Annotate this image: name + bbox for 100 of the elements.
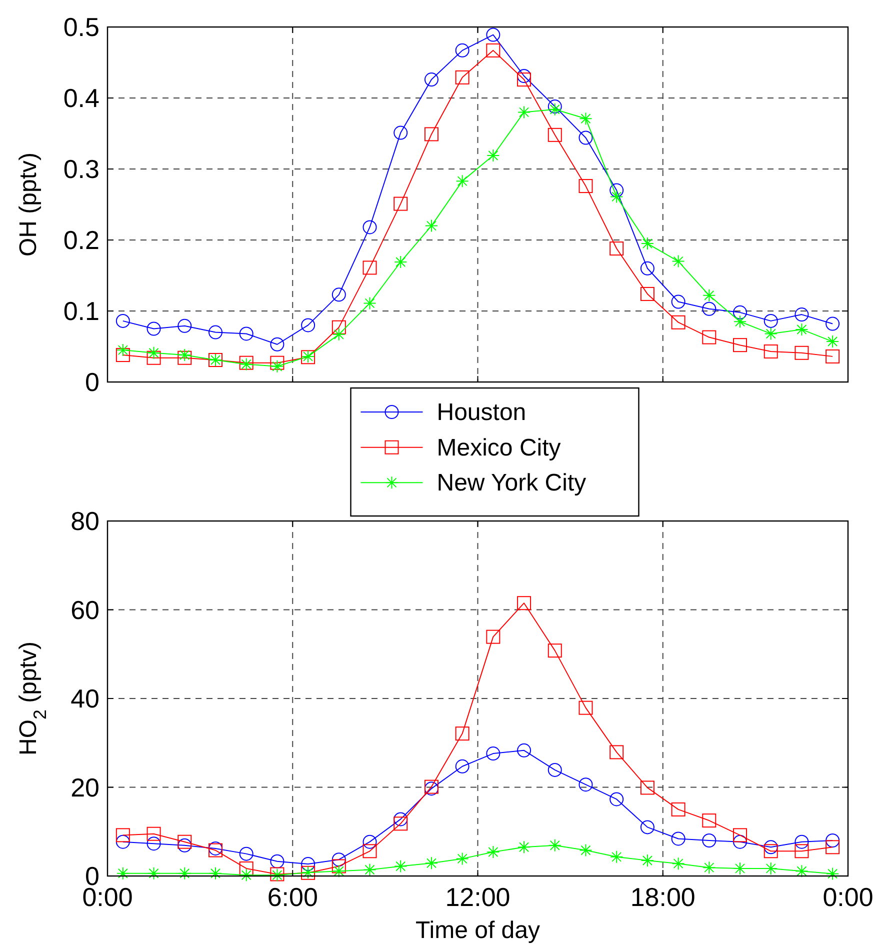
point (240, 868, 253, 882)
point (640, 780, 654, 795)
point (362, 220, 377, 234)
point (702, 861, 716, 874)
y-tick-label: 0.4 (63, 83, 100, 113)
point (332, 864, 346, 878)
point (671, 315, 686, 330)
point (456, 852, 469, 866)
point (332, 859, 346, 874)
point (424, 856, 438, 870)
point (208, 325, 222, 340)
point (116, 314, 130, 328)
legend-label: Houston (436, 399, 526, 426)
point (517, 72, 532, 87)
point (672, 254, 685, 268)
point (640, 261, 654, 276)
point (178, 866, 192, 880)
y-tick-label: 0.1 (63, 296, 100, 326)
point (394, 812, 408, 826)
point (424, 219, 438, 232)
point (270, 337, 284, 352)
point (610, 850, 624, 864)
point (610, 242, 624, 256)
point (764, 862, 778, 875)
point (394, 196, 408, 211)
point (517, 743, 532, 758)
point (146, 826, 161, 841)
y-tick-label: 40 (70, 684, 100, 714)
x-tick-label: 12:00 (445, 882, 510, 912)
point (301, 318, 316, 332)
point (702, 330, 716, 344)
point (826, 834, 840, 848)
point (578, 130, 593, 145)
point (116, 866, 130, 880)
point (764, 840, 778, 854)
point (178, 348, 192, 362)
y-tick-label: 0.2 (63, 225, 100, 255)
point (456, 174, 469, 188)
point (239, 846, 254, 861)
point (486, 28, 500, 42)
point (548, 102, 562, 116)
point (794, 346, 809, 360)
point (764, 344, 778, 358)
point (332, 320, 346, 334)
point (610, 190, 624, 204)
point (178, 838, 192, 852)
point (486, 149, 500, 162)
point (702, 834, 716, 848)
point (116, 834, 130, 849)
point (548, 128, 562, 142)
point (764, 844, 778, 858)
point (146, 350, 161, 365)
point (301, 857, 316, 872)
point (578, 778, 593, 792)
point (548, 762, 562, 777)
point (239, 326, 254, 341)
point (764, 314, 778, 328)
point (702, 302, 716, 316)
x-tick-label: 0:00 (822, 882, 874, 912)
point (671, 294, 686, 309)
point (455, 43, 470, 58)
y-tick-label: 60 (70, 594, 100, 625)
y-axis-title: OH (pptv) (15, 152, 42, 257)
point (518, 106, 531, 119)
point (147, 346, 160, 360)
point (332, 328, 346, 341)
point (548, 838, 562, 852)
point (116, 828, 130, 842)
point (486, 746, 500, 761)
point (579, 844, 592, 857)
y-tick-label: 0.3 (63, 154, 100, 184)
point (579, 112, 592, 126)
point (826, 335, 840, 348)
point (332, 852, 346, 867)
point (116, 344, 130, 357)
point (702, 288, 716, 302)
point (270, 854, 284, 868)
point (826, 349, 840, 364)
point (362, 844, 377, 858)
x-tick-label: 18:00 (630, 882, 696, 912)
point (362, 834, 377, 849)
point (733, 305, 748, 320)
point (733, 338, 748, 352)
point (640, 854, 654, 867)
legend-label: New York City (436, 470, 586, 497)
point (702, 814, 716, 828)
point (394, 860, 408, 873)
point (671, 832, 686, 846)
point (394, 816, 408, 831)
point (486, 43, 500, 58)
point (733, 828, 748, 842)
point (794, 308, 809, 322)
point (610, 792, 624, 806)
point (146, 836, 161, 851)
point (208, 866, 222, 880)
point (486, 630, 500, 644)
point (794, 844, 809, 858)
point (455, 726, 470, 741)
point (578, 700, 593, 715)
point (424, 72, 438, 87)
